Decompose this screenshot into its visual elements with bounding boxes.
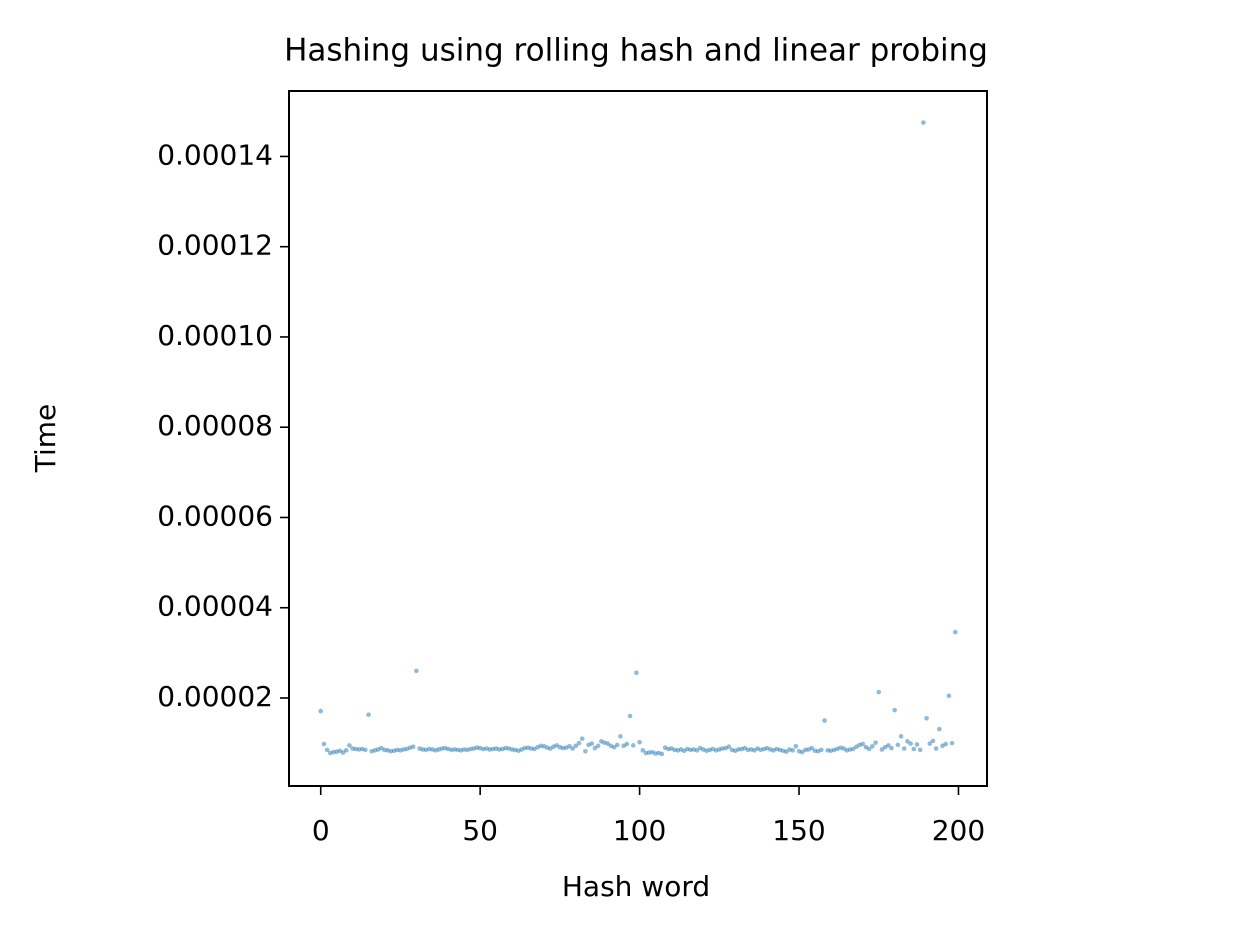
point [570, 746, 575, 751]
point [917, 747, 923, 753]
point [343, 748, 349, 753]
y-tick-label: 0.00002 [157, 680, 273, 713]
point [573, 743, 579, 749]
point [630, 743, 636, 748]
x-tick-label: 0 [312, 814, 330, 847]
point [614, 742, 620, 748]
point [592, 745, 598, 751]
y-tick-label: 0.00008 [157, 409, 273, 442]
point [924, 716, 929, 721]
point [576, 740, 582, 746]
point [952, 629, 958, 635]
point [908, 741, 913, 746]
point [340, 750, 346, 755]
x-axis-label: Hash word [562, 870, 710, 903]
point [583, 748, 588, 754]
point [873, 740, 878, 745]
point [879, 747, 885, 752]
point [850, 746, 856, 752]
point [321, 741, 327, 747]
point [790, 748, 795, 753]
point [567, 743, 572, 749]
point [933, 746, 939, 751]
point [366, 712, 371, 717]
point [324, 747, 330, 753]
point [822, 718, 827, 723]
point [589, 741, 595, 746]
point [930, 738, 936, 744]
point [347, 743, 352, 748]
point [659, 751, 665, 757]
point [783, 749, 789, 755]
point [694, 748, 700, 753]
point [595, 743, 601, 749]
y-tick-label: 0.00014 [157, 138, 273, 171]
point [611, 744, 617, 750]
point [726, 744, 732, 750]
point [318, 708, 324, 714]
point [579, 736, 585, 741]
x-tick-label: 100 [613, 814, 666, 847]
point [927, 741, 933, 746]
point [949, 740, 955, 746]
point [892, 707, 897, 713]
point [634, 670, 639, 676]
point [886, 743, 891, 748]
point [860, 741, 866, 747]
point [618, 734, 623, 739]
y-axis-label: Time [29, 404, 62, 474]
point [414, 668, 419, 674]
point [870, 743, 875, 749]
y-tick-label: 0.00004 [157, 590, 273, 623]
point [605, 741, 611, 746]
y-tick-label: 0.00006 [157, 499, 273, 532]
y-tick-label: 0.00012 [157, 229, 273, 262]
point [946, 693, 952, 699]
point [809, 745, 815, 751]
point [895, 742, 901, 748]
point [901, 746, 907, 751]
point [410, 744, 416, 750]
point [905, 739, 910, 744]
x-tick-label: 200 [932, 814, 985, 847]
point [363, 747, 368, 753]
point [624, 741, 630, 747]
point [914, 742, 920, 747]
point [819, 747, 824, 753]
point [793, 743, 799, 749]
point [937, 726, 942, 732]
point [898, 734, 904, 739]
point [921, 120, 926, 125]
plot-frame [288, 90, 988, 787]
point [627, 713, 633, 719]
point [876, 689, 882, 695]
point [866, 746, 872, 752]
y-tick-label: 0.00010 [157, 319, 273, 352]
x-tick-label: 150 [772, 814, 825, 847]
point [889, 745, 894, 751]
x-tick-label: 50 [462, 814, 498, 847]
point [943, 741, 949, 747]
chart-title: Hashing using rolling hash and linear pr… [284, 33, 988, 69]
point [911, 746, 917, 752]
point [640, 748, 646, 753]
point [637, 739, 642, 745]
point [799, 749, 805, 755]
